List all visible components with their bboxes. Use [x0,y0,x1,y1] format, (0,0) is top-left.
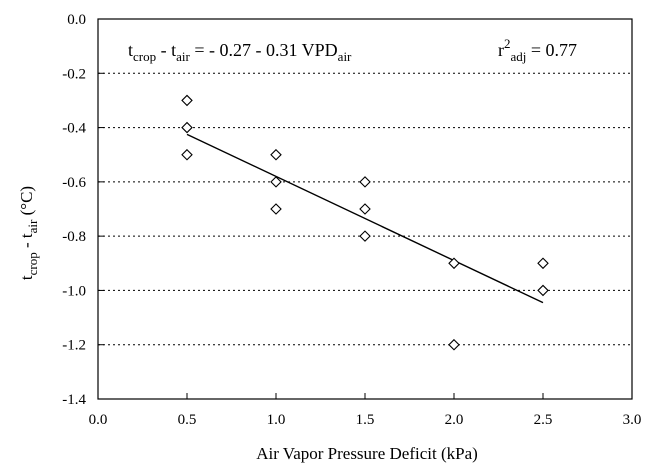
x-tick-label: 3.0 [623,412,642,428]
data-points [181,94,549,351]
x-tick-label: 2.5 [534,412,553,428]
data-point-marker [270,203,282,215]
y-axis-ticks: 0.0 -0.2 -0.4 -0.6 -0.8 -1.0 -1.2 -1.4 [62,12,104,408]
data-point-marker [270,148,282,161]
data-point-marker [181,121,193,134]
data-point-marker [181,94,193,107]
data-point-marker [359,176,371,188]
x-tick-label: 1.5 [356,412,375,428]
r-squared-adjusted: r2adj = 0.77 [498,36,577,64]
data-point-marker [181,148,193,161]
x-tick-label: 0.0 [89,412,108,428]
x-tick-label: 0.5 [178,412,197,428]
data-point-marker [537,257,549,270]
x-tick-label: 2.0 [445,412,464,428]
y-tick-label: -1.0 [62,283,86,299]
y-tick-label: -0.2 [62,66,86,82]
y-tick-label: -0.6 [62,175,86,191]
regression-line [186,133,544,304]
y-axis-title: tcrop - tair (°C) [17,186,40,280]
y-tick-label: -0.4 [62,121,86,137]
x-axis-ticks: 0.0 0.5 1.0 1.5 2.0 2.5 3.0 [89,393,642,428]
data-point-marker [537,284,549,297]
data-point-marker [359,203,371,215]
data-point-marker [359,230,371,242]
x-tick-label: 1.0 [267,412,286,428]
data-point-marker [270,176,282,188]
y-tick-label: -1.4 [62,392,86,408]
y-tick-label: -1.2 [62,338,86,354]
regression-equation: tcrop - tair = - 0.27 - 0.31 VPDair [128,40,352,64]
x-axis-title: Air Vapor Pressure Deficit (kPa) [256,444,478,463]
y-tick-label: 0.0 [67,12,86,28]
data-point-marker [448,338,460,351]
y-tick-label: -0.8 [62,229,86,245]
data-point-marker [448,257,460,270]
